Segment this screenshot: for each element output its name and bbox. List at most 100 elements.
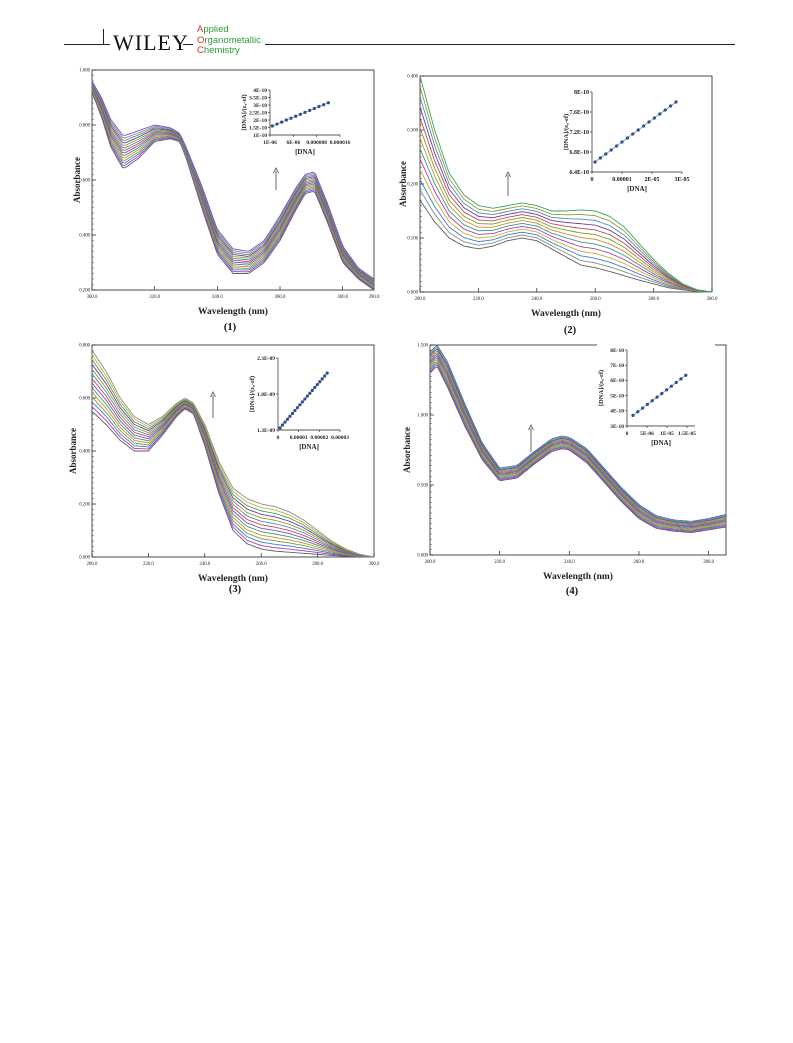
inset-background [597, 344, 715, 454]
inset-y-tick-label: 6.8E-10 [570, 150, 590, 156]
journal-line-2: Organometallic [197, 34, 261, 46]
spectrum-line [429, 353, 727, 527]
inset-y-title: [DNA]/(εₐ-εf) [249, 376, 256, 412]
y-tick-label: 1.000 [417, 414, 428, 419]
spectrum-line [91, 354, 375, 558]
inset-data-point [270, 124, 274, 128]
inset-y-title: [DNA]/(εₐ-εf) [598, 370, 605, 406]
inset-x-tick-label: 0.00003 [331, 435, 349, 441]
inset-data-point [318, 380, 322, 384]
inset-x-tick-label: 1.5E-05 [678, 431, 696, 437]
spectrum-line [91, 373, 375, 558]
x-tick-label: 220.0 [473, 297, 484, 302]
spectrum-line [419, 96, 713, 293]
spectrum-line [91, 81, 375, 281]
x-tick-label: 200.0 [87, 562, 98, 567]
inset-plot-2: 6.4E-10 6.8E-10 7.2E-10 7.6E-10 8E-10 0 0.0000… [562, 86, 702, 200]
inset-y-title: [DNA]/(εₐ-εf) [563, 114, 570, 150]
spectrum-line [419, 189, 713, 293]
inset-x-title: [DNA] [651, 439, 671, 447]
y-tick-label: 0.800 [79, 344, 90, 349]
spectrum-line [91, 396, 375, 558]
inset-x-tick-label: 5E-06 [640, 431, 654, 437]
inset-y-tick-label: 2.3E-09 [257, 356, 275, 362]
x-tick-label: 300.0 [87, 295, 98, 300]
spectrum-line [419, 199, 713, 293]
spectrum-line [419, 106, 713, 293]
inset-y-tick-label: 4E-10 [610, 409, 624, 415]
inset-data-point [647, 120, 651, 124]
inset-x-tick-label: 0 [277, 435, 280, 441]
spectrum-line [91, 387, 375, 558]
inset-data-point [313, 385, 317, 390]
inset-y-tick-label: 1.5E-10 [249, 125, 267, 131]
spectrum-line [91, 359, 375, 558]
inset-y-tick-label: 1E-10 [253, 133, 267, 139]
spectrum-line [91, 80, 375, 280]
inset-data-point [655, 395, 659, 399]
spectrum-line [91, 88, 375, 287]
inset-x-tick-label: 0.00001 [290, 435, 308, 441]
journal-line-3: Chemistry [197, 45, 240, 56]
spectrum-line [91, 91, 375, 290]
trend-arrow-icon [528, 424, 534, 431]
inset-x-tick-label: 0.00001 [612, 177, 632, 183]
inset-x-tick-label: 2E-05 [645, 177, 660, 183]
x-axis-title: Wavelength (nm) [198, 306, 268, 317]
inset-data-point [660, 391, 664, 396]
inset-x-tick-label: 1E-05 [660, 431, 674, 437]
inset-data-point [325, 371, 329, 375]
inset-data-point [322, 103, 326, 107]
y-tick-label: 0.200 [79, 503, 90, 508]
inset-data-point [303, 397, 307, 401]
spectrum-line [429, 346, 727, 523]
inset-data-point [604, 152, 608, 156]
spectrum-line [429, 345, 727, 522]
header-rule-right [265, 44, 735, 45]
inset-x-title: [DNA] [627, 185, 647, 193]
header-page-tick [103, 29, 104, 44]
inset-y-tick-label: 2.5E-10 [249, 110, 267, 116]
x-tick-label: 240.0 [564, 560, 575, 565]
x-tick-label: 280.0 [648, 297, 659, 302]
y-tick-label: 1.000 [79, 69, 90, 74]
inset-x-tick-label: 0.000016 [330, 140, 351, 146]
inset-x-tick-label: 1E-06 [263, 140, 277, 146]
x-axis-title: Wavelength (nm) [543, 571, 613, 582]
inset-y-tick-label: 2E-10 [253, 118, 267, 124]
inset-data-point [295, 406, 300, 410]
inset-data-point [598, 156, 603, 160]
inset-data-point [280, 423, 285, 427]
inset-data-point [284, 118, 288, 122]
x-tick-label: 280.0 [312, 562, 323, 567]
x-tick-label: 260.0 [590, 297, 601, 302]
x-tick-label: 340.0 [212, 295, 223, 300]
inset-data-point [636, 410, 640, 414]
x-tick-label: 200.0 [415, 297, 426, 302]
panel-label: (3) [229, 584, 242, 595]
inset-x-tick-label: 6E-06 [286, 140, 300, 146]
spectrum-line [419, 117, 713, 293]
spectrum-line [91, 85, 375, 284]
spectrum-line [91, 85, 375, 285]
spectrum-line [429, 362, 727, 532]
inset-data-point [293, 408, 297, 413]
inset-data-point [298, 403, 302, 407]
inset-data-point [625, 136, 630, 140]
inset-data-point [289, 116, 293, 120]
inset-data-point [308, 391, 312, 395]
inset-data-point [326, 101, 330, 105]
y-axis-title: Absorbance [72, 157, 82, 203]
y-tick-label: 0.000 [407, 291, 418, 296]
spectrum-line [429, 350, 727, 525]
spectrum-line [91, 87, 375, 287]
inset-data-point [650, 399, 654, 403]
x-axis-title: Wavelength (nm) [531, 308, 601, 319]
y-tick-label: 0.500 [417, 484, 428, 489]
spectrum-line [419, 86, 713, 293]
x-tick-label: 240.0 [199, 562, 210, 567]
spectrum-line [419, 137, 713, 293]
inset-data-point [636, 128, 640, 132]
inset-background [562, 86, 702, 200]
spectrum-line [419, 169, 713, 293]
